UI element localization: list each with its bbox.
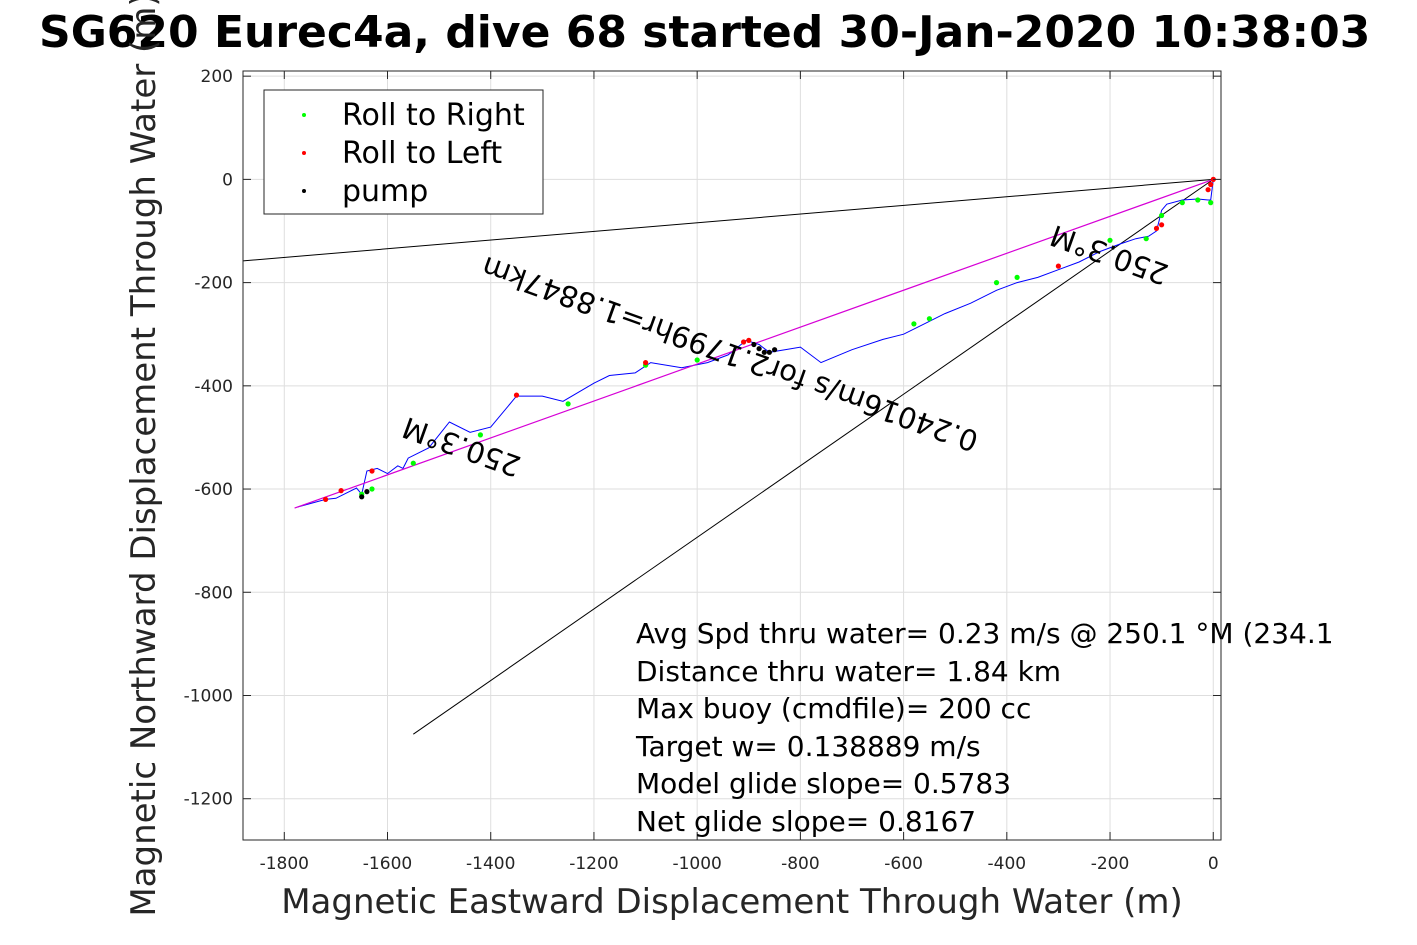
- info-model-glide-slope: Model glide slope= 0.5783: [636, 767, 1011, 800]
- legend: Roll to Right Roll to Left pump: [263, 89, 544, 215]
- roll-left-marker: [1055, 263, 1061, 269]
- roll-right-marker: [1195, 197, 1201, 203]
- pump-marker: [364, 489, 370, 495]
- roll-left-marker: [746, 337, 752, 343]
- y-tick-label: -600: [194, 480, 233, 500]
- chart-title: SG620 Eurec4a, dive 68 started 30-Jan-20…: [39, 7, 1370, 58]
- y-tick-label: -1000: [184, 686, 233, 706]
- legend-marker-roll-left: [302, 151, 306, 155]
- roll-left-marker: [338, 488, 344, 494]
- roll-right-marker: [993, 280, 1000, 286]
- info-avg-speed: Avg Spd thru water= 0.23 m/s @ 250.1 °M …: [636, 617, 1334, 650]
- grid: [243, 71, 1221, 840]
- roll-right-marker: [1014, 274, 1020, 280]
- roll-left-marker: [369, 468, 375, 474]
- legend-box: [263, 89, 544, 215]
- x-tick-label: -1800: [260, 854, 309, 874]
- y-tick-label: -200: [194, 274, 233, 294]
- x-tick-label: -200: [1091, 854, 1130, 874]
- roll-left-marker: [643, 360, 649, 366]
- roll-right-marker: [477, 432, 483, 438]
- x-tick-label: -600: [884, 854, 923, 874]
- info-max-buoy: Max buoy (cmdfile)= 200 cc: [636, 692, 1031, 725]
- roll-right-marker: [911, 321, 917, 327]
- plot-frame: [242, 70, 1222, 841]
- roll-right-marker: [565, 401, 571, 407]
- x-tick-label: -1200: [569, 854, 618, 874]
- reference-line: [243, 178, 1214, 262]
- roll-right-marker: [1159, 212, 1165, 219]
- roll-left-marker: [1153, 225, 1160, 231]
- y-tick-label: -800: [194, 583, 233, 603]
- legend-label-pump: pump: [342, 174, 428, 209]
- legend-label-roll-right: Roll to Right: [342, 98, 525, 133]
- axis-ticks: -1800 -1600 -1400 -1200 -1000 -800 -600 -400 -20…: [184, 67, 1221, 874]
- roll-right-marker: [926, 316, 933, 322]
- roll-right-marker: [1107, 237, 1113, 243]
- pump-marker: [751, 341, 757, 348]
- roll-right-marker: [410, 460, 416, 466]
- plot-area: [243, 176, 1216, 735]
- pump-marker: [761, 349, 767, 355]
- roll-right-marker: [369, 486, 375, 492]
- roll-left-marker: [513, 392, 520, 398]
- x-axis-label: Magnetic Eastward Displacement Through W…: [281, 882, 1183, 922]
- x-tick-label: -800: [781, 854, 820, 874]
- x-tick-label: -400: [988, 854, 1027, 874]
- pump-marker: [756, 346, 762, 352]
- info-target-w: Target w= 0.138889 m/s: [635, 730, 981, 763]
- x-tick-label: -1600: [363, 854, 412, 874]
- roll-left-marker: [741, 339, 747, 345]
- roll-right-marker: [694, 357, 700, 363]
- roll-left-marker: [1205, 187, 1211, 193]
- pump-marker: [766, 349, 773, 355]
- x-tick-label: -1000: [672, 854, 721, 874]
- legend-marker-roll-right: [302, 113, 306, 117]
- reference-line: [413, 178, 1214, 735]
- roll-left-marker: [323, 496, 329, 502]
- info-distance: Distance thru water= 1.84 km: [636, 655, 1061, 688]
- y-tick-label: -400: [194, 377, 233, 397]
- y-tick-label: 200: [201, 67, 233, 87]
- info-net-glide-slope: Net glide slope= 0.8167: [636, 805, 976, 838]
- y-axis-label: Magnetic Northward Displacement Through …: [124, 0, 164, 917]
- y-tick-label: -1200: [184, 790, 233, 810]
- x-tick-label: 0: [1208, 854, 1219, 874]
- legend-label-roll-left: Roll to Left: [342, 136, 502, 171]
- pump-marker: [772, 347, 778, 353]
- info-text-block: Avg Spd thru water= 0.23 m/s @ 250.1 °M …: [635, 617, 1334, 838]
- roll-left-marker: [1208, 181, 1214, 188]
- legend-marker-pump: [302, 189, 306, 193]
- roll-right-marker: [1208, 200, 1214, 206]
- roll-right-marker: [1179, 200, 1185, 206]
- roll-left-marker: [1159, 222, 1165, 228]
- roll-right-marker: [1143, 236, 1149, 242]
- y-tick-label: 0: [222, 170, 233, 190]
- x-tick-label: -1400: [466, 854, 515, 874]
- pump-marker: [359, 494, 365, 500]
